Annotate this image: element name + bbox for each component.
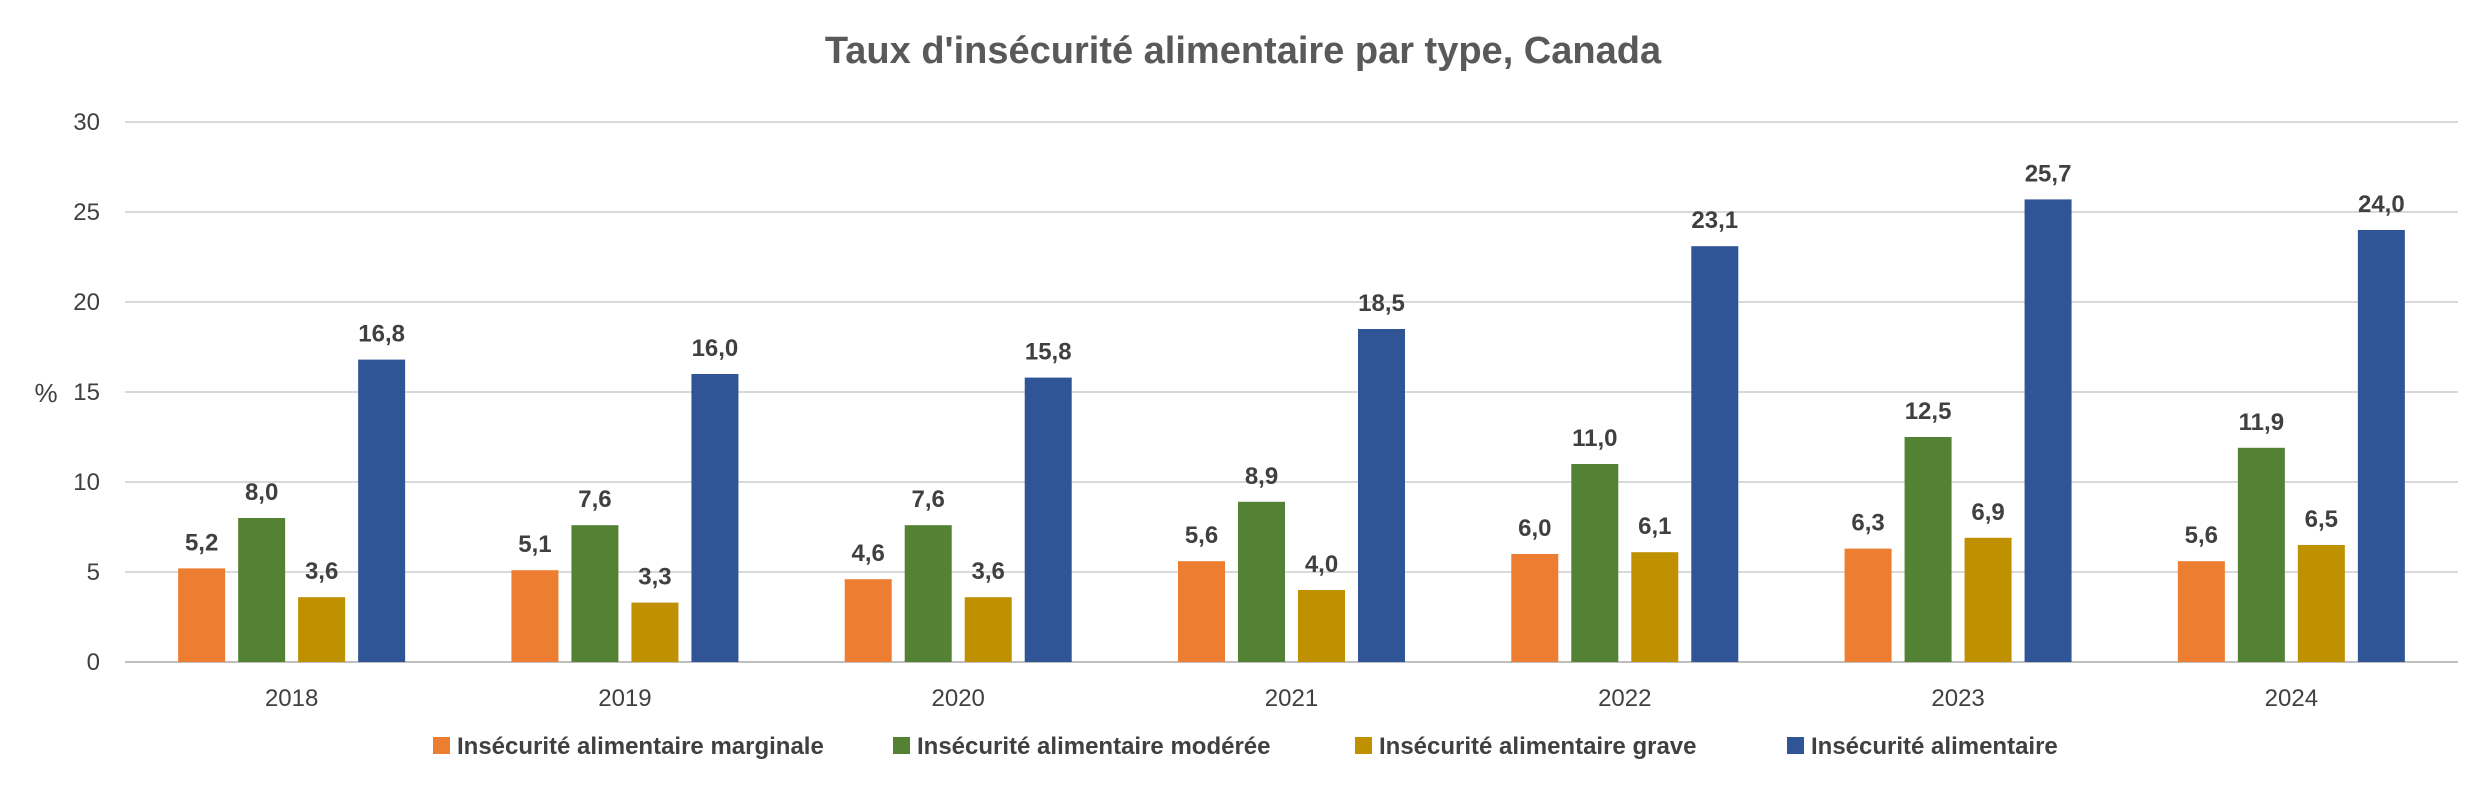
bars — [178, 199, 2405, 662]
data-label: 8,9 — [1245, 463, 1278, 490]
data-label: 8,0 — [245, 479, 278, 506]
x-tick-label: 2023 — [1931, 685, 1984, 712]
bar — [1024, 377, 1072, 662]
legend-item[interactable]: Insécurité alimentaire — [1787, 733, 2058, 760]
data-label: 3,3 — [638, 564, 671, 591]
bar — [2297, 545, 2345, 662]
legend-item[interactable]: Insécurité alimentaire grave — [1355, 733, 1696, 760]
bar — [691, 374, 739, 662]
y-tick-label: 0 — [87, 649, 100, 676]
data-label: 3,6 — [972, 558, 1005, 585]
bar — [1178, 561, 1225, 662]
data-label: 25,7 — [2025, 160, 2072, 187]
data-label: 3,6 — [305, 558, 338, 585]
legend[interactable]: Insécurité alimentaire marginale Insécuri… — [433, 733, 2058, 760]
legend-label: Insécurité alimentaire — [1811, 733, 2058, 760]
bar — [1571, 464, 1619, 662]
y-axis-label: % — [34, 378, 57, 408]
data-label: 6,1 — [1638, 513, 1671, 540]
y-tick-label: 15 — [73, 379, 100, 406]
data-label: 7,6 — [578, 486, 611, 513]
x-tick-label: 2024 — [2265, 685, 2318, 712]
legend-label: Insécurité alimentaire marginale — [457, 733, 824, 760]
bar — [964, 597, 1012, 662]
legend-item[interactable]: Insécurité alimentaire modérée — [893, 733, 1270, 760]
data-label: 5,2 — [185, 529, 218, 556]
bar — [2357, 230, 2405, 662]
x-tick-label: 2020 — [932, 685, 985, 712]
data-label: 6,9 — [1971, 499, 2004, 526]
y-tick-label: 5 — [87, 559, 100, 586]
data-label: 23,1 — [1691, 207, 1738, 234]
chart-title: Taux d'insécurité alimentaire par type, … — [825, 30, 1662, 72]
y-axis-ticks: 0 5 10 15 20 25 30 — [73, 109, 100, 676]
bar — [1511, 554, 1559, 662]
data-label: 6,0 — [1518, 515, 1551, 542]
gridlines — [125, 121, 2458, 663]
bar — [844, 579, 892, 662]
data-label: 15,8 — [1025, 339, 1072, 366]
bar — [631, 602, 679, 662]
bar — [178, 568, 226, 662]
data-label: 4,6 — [852, 540, 885, 567]
bar — [238, 518, 286, 662]
x-tick-label: 2022 — [1598, 685, 1651, 712]
bar — [2237, 447, 2285, 662]
data-label: 12,5 — [1905, 398, 1952, 425]
data-label: 6,3 — [1851, 510, 1884, 537]
data-label: 5,1 — [518, 531, 551, 558]
legend-label: Insécurité alimentaire grave — [1379, 733, 1696, 760]
bar — [1238, 501, 1285, 662]
data-label: 5,6 — [1185, 522, 1218, 549]
legend-swatch — [1355, 737, 1372, 754]
legend-swatch — [893, 737, 910, 754]
bar — [358, 359, 406, 662]
x-axis-ticks: 2018 2019 2020 2021 2022 2023 2024 — [265, 685, 2318, 712]
legend-label: Insécurité alimentaire modérée — [917, 733, 1270, 760]
bar — [1964, 537, 2012, 662]
x-tick-label: 2019 — [598, 685, 651, 712]
data-label: 16,8 — [358, 321, 405, 348]
data-labels: 5,2 8,0 3,6 16,8 5,1 7,6 3,3 16,0 4,6 7,6 3,6 15,8 5… — [185, 160, 2405, 590]
bar — [1631, 552, 1679, 662]
legend-item[interactable]: Insécurité alimentaire marginale — [433, 733, 824, 760]
bar — [298, 597, 346, 662]
bar — [2177, 561, 2225, 662]
data-label: 7,6 — [912, 486, 945, 513]
y-tick-label: 25 — [73, 199, 100, 226]
bar — [1691, 246, 1739, 662]
y-tick-label: 20 — [73, 289, 100, 316]
data-label: 11,9 — [2239, 409, 2284, 436]
legend-swatch — [1787, 737, 1804, 754]
data-label: 6,5 — [2305, 506, 2338, 533]
data-label: 24,0 — [2358, 191, 2405, 218]
bar — [1298, 590, 1345, 662]
bar — [1904, 437, 1952, 662]
data-label: 16,0 — [692, 335, 739, 362]
legend-swatch — [433, 737, 450, 754]
bar — [1358, 329, 1405, 662]
y-tick-label: 30 — [73, 109, 100, 136]
data-label: 11,0 — [1572, 425, 1617, 452]
y-tick-label: 10 — [73, 469, 100, 496]
x-tick-label: 2018 — [265, 685, 318, 712]
bar — [1844, 548, 1892, 662]
bar — [511, 570, 559, 662]
data-label: 5,6 — [2185, 522, 2218, 549]
x-tick-label: 2021 — [1265, 685, 1318, 712]
bar — [904, 525, 952, 662]
data-label: 4,0 — [1305, 551, 1338, 578]
bar — [571, 525, 619, 662]
data-label: 18,5 — [1358, 290, 1405, 317]
bar — [2024, 199, 2072, 662]
